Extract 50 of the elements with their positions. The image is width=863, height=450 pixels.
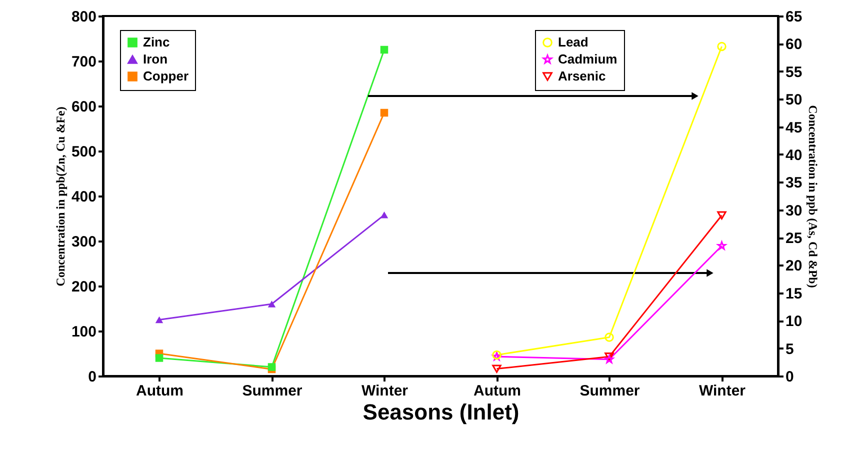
y2-tick-label: 65: [786, 8, 802, 26]
point: [380, 212, 388, 218]
legend-label: Lead: [558, 34, 588, 50]
legend-label: Cadmium: [558, 52, 618, 66]
y-tick-label: 500: [71, 144, 96, 160]
y2-tick-label: 30: [786, 202, 802, 220]
point: [717, 42, 726, 52]
y-tick-label: 300: [71, 234, 96, 250]
point: [380, 108, 388, 117]
x-tick-label: Summer: [242, 382, 302, 400]
y2-tick-label: 50: [786, 92, 802, 109]
legend-label: Arsenic: [558, 68, 606, 84]
x-tick-label: Autum: [136, 382, 184, 400]
y2-tick-label: 20: [786, 258, 802, 275]
y-tick-label: 200: [71, 278, 96, 296]
y-tick-label: 600: [71, 98, 96, 116]
legend-label: Iron: [143, 52, 168, 66]
y2-tick-label: 45: [786, 119, 802, 136]
point: [155, 316, 164, 324]
y2-tick-label: 10: [786, 313, 802, 330]
point: [268, 300, 276, 308]
y-tick-label: 400: [71, 188, 96, 206]
point: [717, 211, 726, 220]
point: [604, 332, 614, 342]
y-tick-label: 0: [88, 368, 96, 386]
x-tick-label: Winter: [698, 382, 746, 400]
point: [380, 46, 388, 54]
y2-tick-label: 40: [786, 146, 802, 164]
y-axis-title: Concentration in ppb(Zn, Cu &Fe): [53, 106, 68, 286]
x-tick-label: Winter: [361, 382, 408, 400]
y2-tick-label: 5: [786, 340, 794, 358]
x-tick-label: Autum: [474, 382, 521, 400]
x-tick-label: Summer: [580, 382, 640, 400]
y2-tick-label: 15: [786, 285, 802, 302]
point: [492, 364, 502, 373]
y2-tick-label: 0: [786, 368, 794, 386]
point: [268, 363, 276, 371]
point: [155, 354, 164, 362]
y-tick-label: 700: [71, 54, 96, 70]
legend-label: Zinc: [143, 34, 170, 50]
y2-tick-label: 55: [786, 64, 802, 81]
y2-tick-label: 60: [786, 36, 802, 54]
y2-axis-title: Concentration in ppb (As, Cd &Pb): [806, 105, 820, 288]
y-tick-label: 800: [71, 8, 96, 26]
legend-label: Copper: [143, 68, 188, 84]
y2-tick-label: 35: [786, 174, 802, 192]
x-axis-title: Seasons (Inlet): [362, 400, 520, 424]
y2-tick-label: 25: [786, 230, 802, 248]
y-tick-label: 100: [71, 324, 96, 340]
point: [604, 352, 614, 361]
